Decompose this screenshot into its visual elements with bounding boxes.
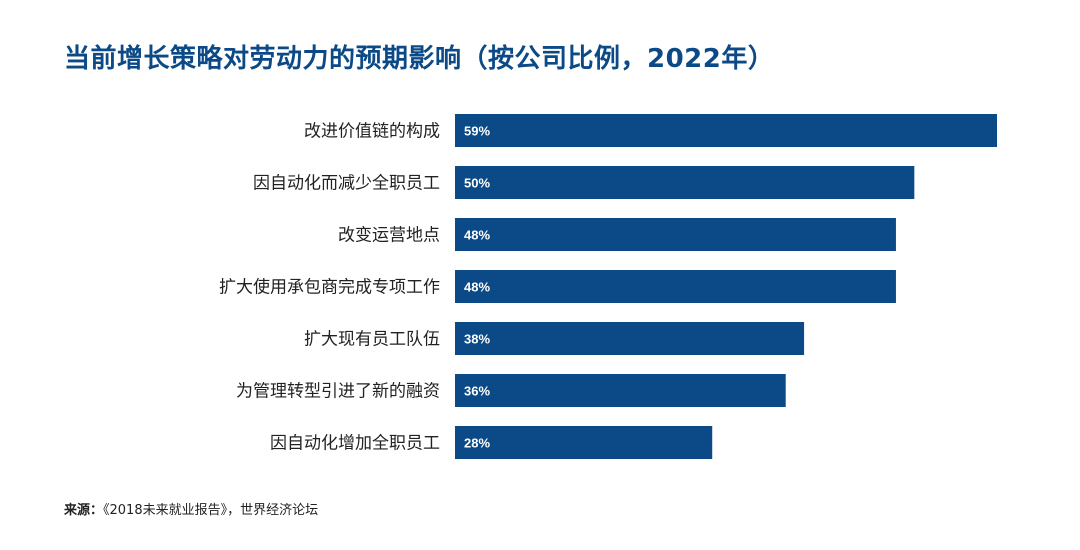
bar-1 <box>455 166 915 199</box>
value-label-6: 28% <box>464 436 490 451</box>
value-label-0: 59% <box>464 124 490 139</box>
source-note: 来源：《2018未来就业报告》，世界经济论坛 <box>64 499 318 518</box>
source-label: 来源： <box>64 503 104 518</box>
bar-0 <box>455 114 997 147</box>
bar-3 <box>455 270 896 303</box>
value-label-5: 36% <box>464 384 490 399</box>
bar-5 <box>455 374 786 407</box>
category-label-1: 因自动化而减少全职员工 <box>253 174 440 194</box>
bars-layer: 改进价值链的构成 59% 因自动化而减少全职员工 50% 改变运营地点 48% 扩大使用承包… <box>219 114 997 459</box>
bar-6 <box>455 426 713 459</box>
category-label-2: 改变运营地点 <box>338 226 440 246</box>
value-label-2: 48% <box>464 228 490 243</box>
value-label-1: 50% <box>464 176 490 191</box>
chart-title: 当前增长策略对劳动力的预期影响（按公司比例，2022年） <box>64 44 775 74</box>
bar-4 <box>455 322 805 355</box>
bar-2 <box>455 218 896 251</box>
category-label-3: 扩大使用承包商完成专项工作 <box>219 277 440 298</box>
category-label-0: 改进价值链的构成 <box>304 122 440 142</box>
value-label-4: 38% <box>464 332 490 347</box>
category-label-6: 因自动化增加全职员工 <box>270 434 440 454</box>
category-label-4: 扩大现有员工队伍 <box>304 330 440 350</box>
category-label-5: 为管理转型引进了新的融资 <box>236 382 440 402</box>
source-text: 《2018未来就业报告》，世界经济论坛 <box>103 503 319 518</box>
value-label-3: 48% <box>464 280 490 295</box>
